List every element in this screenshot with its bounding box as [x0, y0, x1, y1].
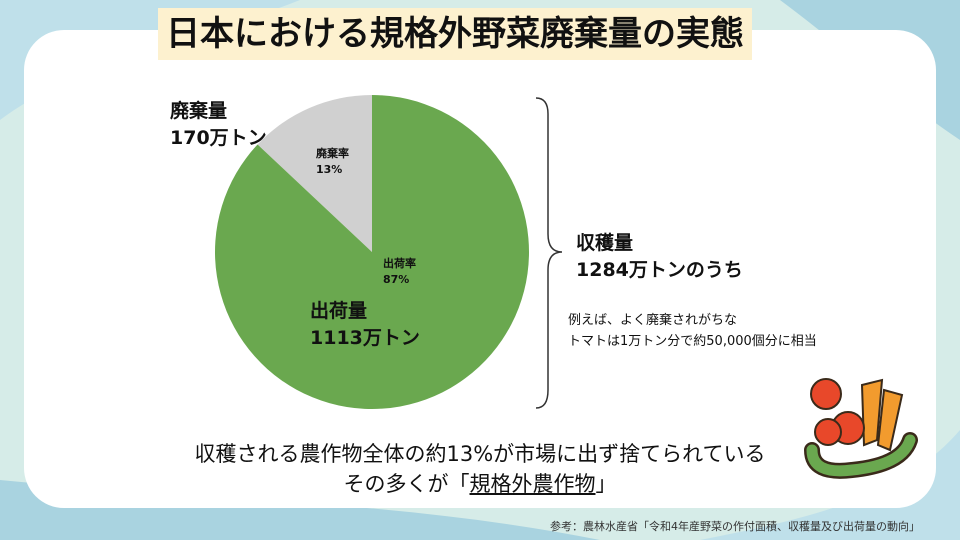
waste-slice-label: 廃棄率 13%	[316, 147, 349, 176]
source-citation: 参考：農林水産省「令和4年産野菜の作付面積、収穫量及び出荷量の動向」	[550, 520, 920, 533]
nonstandard-crops-highlight: 規格外農作物	[469, 472, 596, 496]
vegetables-illustration	[804, 378, 918, 479]
harvest-amount-label: 収穫量 1284万トンのうち	[576, 232, 743, 281]
ship-slice-label: 出荷率 87%	[383, 257, 416, 286]
curly-brace	[535, 97, 563, 409]
ship-amount-label: 出荷量 1113万トン	[310, 300, 420, 349]
summary-line-2: その多くが「規格外農作物」	[343, 472, 617, 496]
tomato-note: 例えば、よく廃棄されがちな トマトは1万トン分で約50,000個分に相当	[568, 313, 817, 349]
summary-line-1: 収穫される農作物全体の約13%が市場に出ず捨てられている	[194, 442, 766, 466]
pie-slice-出荷率	[215, 95, 529, 409]
slide-title: 日本における規格外野菜廃棄量の実態	[158, 8, 752, 60]
pie-slice-廃棄率	[257, 95, 372, 252]
waste-amount-label: 廃棄量 170万トン	[170, 100, 267, 149]
